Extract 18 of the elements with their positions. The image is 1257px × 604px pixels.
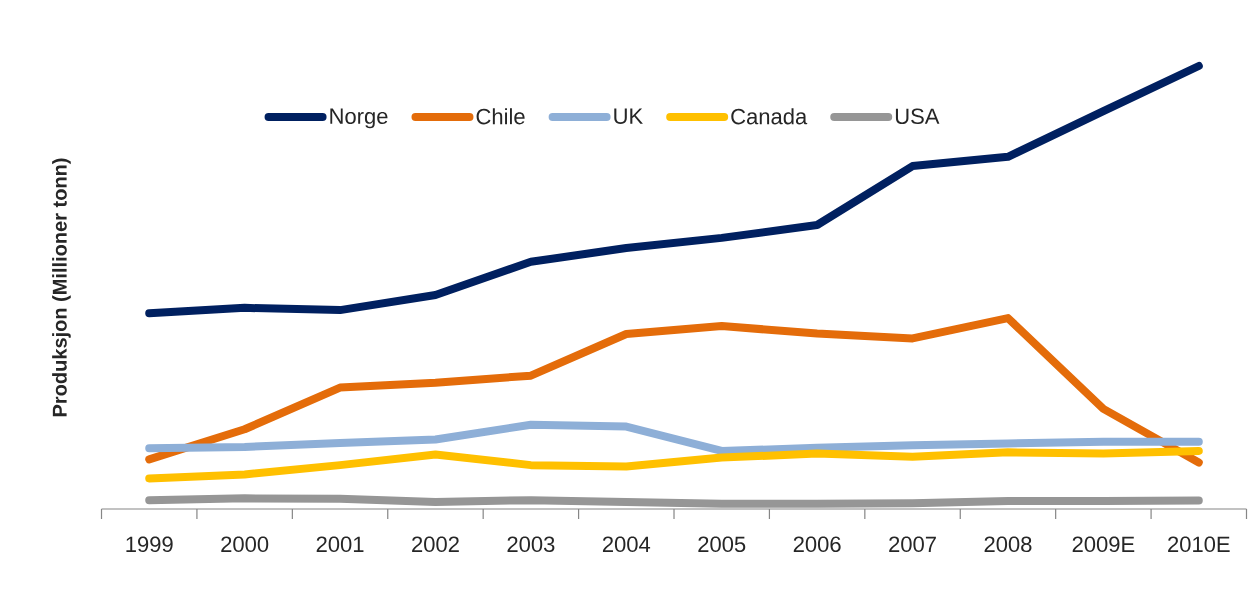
- x-tick-label: 2004: [602, 536, 651, 553]
- x-tick-label: 2003: [507, 536, 555, 553]
- x-tick-label: 2006: [793, 536, 841, 553]
- legend-label: Canada: [731, 108, 808, 125]
- y-axis-title: Produksjon (Millioner tonn): [52, 158, 71, 417]
- x-tick-label: 2007: [889, 536, 936, 553]
- legend-label: Norge: [330, 108, 388, 129]
- legend-label: USA: [895, 108, 940, 125]
- legend-label: UK: [614, 108, 643, 124]
- x-tick-label: 2002: [412, 536, 459, 553]
- legend-label: Chile: [476, 108, 525, 125]
- x-tick-label: 2005: [698, 536, 746, 553]
- x-tick-label: 2000: [221, 536, 269, 553]
- x-tick-label: 2008: [984, 536, 1032, 553]
- x-tick-label: 1999: [126, 536, 173, 553]
- x-tick-label: 2001: [316, 536, 364, 553]
- x-tick-label: 2009E: [1072, 536, 1135, 553]
- x-tick-label: 2010E: [1168, 536, 1230, 553]
